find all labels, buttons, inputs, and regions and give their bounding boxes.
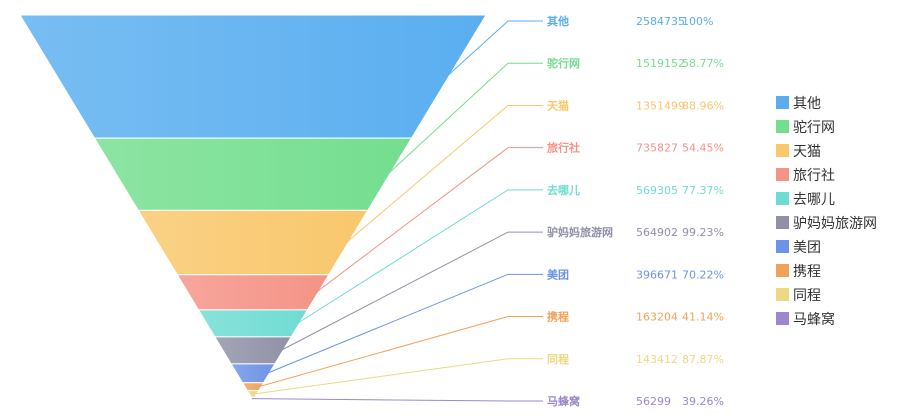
data-label-name: 驼行网 <box>547 56 580 70</box>
data-label-percent: 100% <box>682 15 713 28</box>
data-label-percent: 77.37% <box>682 184 724 197</box>
data-label-percent: 39.26% <box>682 395 724 408</box>
legend-item-label[interactable]: 去哪儿 <box>793 192 835 208</box>
funnel-segments <box>19 14 487 401</box>
data-label-name: 携程 <box>547 310 569 324</box>
legend-swatch <box>776 240 789 253</box>
data-label-percent: 54.45% <box>682 142 724 155</box>
data-label-value: 735827 <box>636 142 678 155</box>
legend-swatch <box>776 312 789 325</box>
data-label-value: 1351499 <box>636 99 685 112</box>
data-label-name: 旅行社 <box>547 141 580 155</box>
legend-swatch <box>776 216 789 229</box>
data-label-name: 天猫 <box>547 98 569 112</box>
data-label-percent: 70.22% <box>682 268 724 281</box>
legend-swatch <box>776 144 789 157</box>
data-label-name: 美团 <box>547 267 569 281</box>
leader-line <box>266 273 543 374</box>
data-label-value: 1519152 <box>636 57 685 70</box>
leader-line <box>345 104 543 243</box>
legend-item-label[interactable]: 其他 <box>793 96 821 112</box>
funnel-segment[interactable] <box>176 274 330 311</box>
leader-lines <box>251 20 543 402</box>
data-label-value: 569305 <box>636 184 678 197</box>
data-label-value: 143412 <box>636 353 678 366</box>
data-label-percent: 58.77% <box>682 57 724 70</box>
legend-swatch <box>776 192 789 205</box>
funnel-segment[interactable] <box>137 209 369 276</box>
leader-line <box>297 189 543 324</box>
legend-swatch <box>776 168 789 181</box>
data-label-percent: 99.23% <box>682 226 724 239</box>
legend-swatch <box>776 120 789 133</box>
legend-item-label[interactable]: 美团 <box>793 240 821 256</box>
leader-line <box>446 20 543 77</box>
legend-swatch <box>776 288 789 301</box>
funnel-segment[interactable] <box>213 336 293 365</box>
data-label-name: 驴妈妈旅游网 <box>547 225 613 239</box>
leader-line <box>315 147 543 293</box>
funnel-segment[interactable] <box>197 309 309 338</box>
legend-item-label[interactable]: 携程 <box>793 264 821 280</box>
data-label-name: 同程 <box>547 352 569 366</box>
funnel-segment[interactable] <box>93 137 413 211</box>
legend-item-label[interactable]: 驼行网 <box>793 119 835 136</box>
leader-line <box>254 358 543 395</box>
data-label-value: 163204 <box>636 311 678 324</box>
legend-swatch <box>776 264 789 277</box>
legend-item-label[interactable]: 旅行社 <box>793 168 835 184</box>
data-label-percent: 88.96% <box>682 99 724 112</box>
data-label-value: 396671 <box>636 268 678 281</box>
data-label-value: 56299 <box>636 395 671 408</box>
legend-item-label[interactable]: 天猫 <box>793 144 821 160</box>
data-label-value: 2584735 <box>636 15 685 28</box>
data-label-value: 564902 <box>636 226 678 239</box>
data-label-name: 其他 <box>547 14 569 28</box>
legend-item-label[interactable]: 同程 <box>793 288 821 304</box>
data-label-percent: 41.14% <box>682 311 724 324</box>
data-label-name: 去哪儿 <box>547 183 580 197</box>
leader-line <box>258 316 543 388</box>
legend-item-label[interactable]: 驴妈妈旅游网 <box>793 216 877 232</box>
funnel-segment[interactable] <box>19 14 487 139</box>
legend-swatch <box>776 96 789 109</box>
data-label-name: 马蜂窝 <box>547 394 580 408</box>
legend-item-label[interactable]: 马蜂窝 <box>793 311 835 328</box>
data-label-percent: 87.87% <box>682 353 724 366</box>
leader-line <box>387 62 543 175</box>
leader-line <box>251 398 543 402</box>
leader-line <box>280 231 543 351</box>
